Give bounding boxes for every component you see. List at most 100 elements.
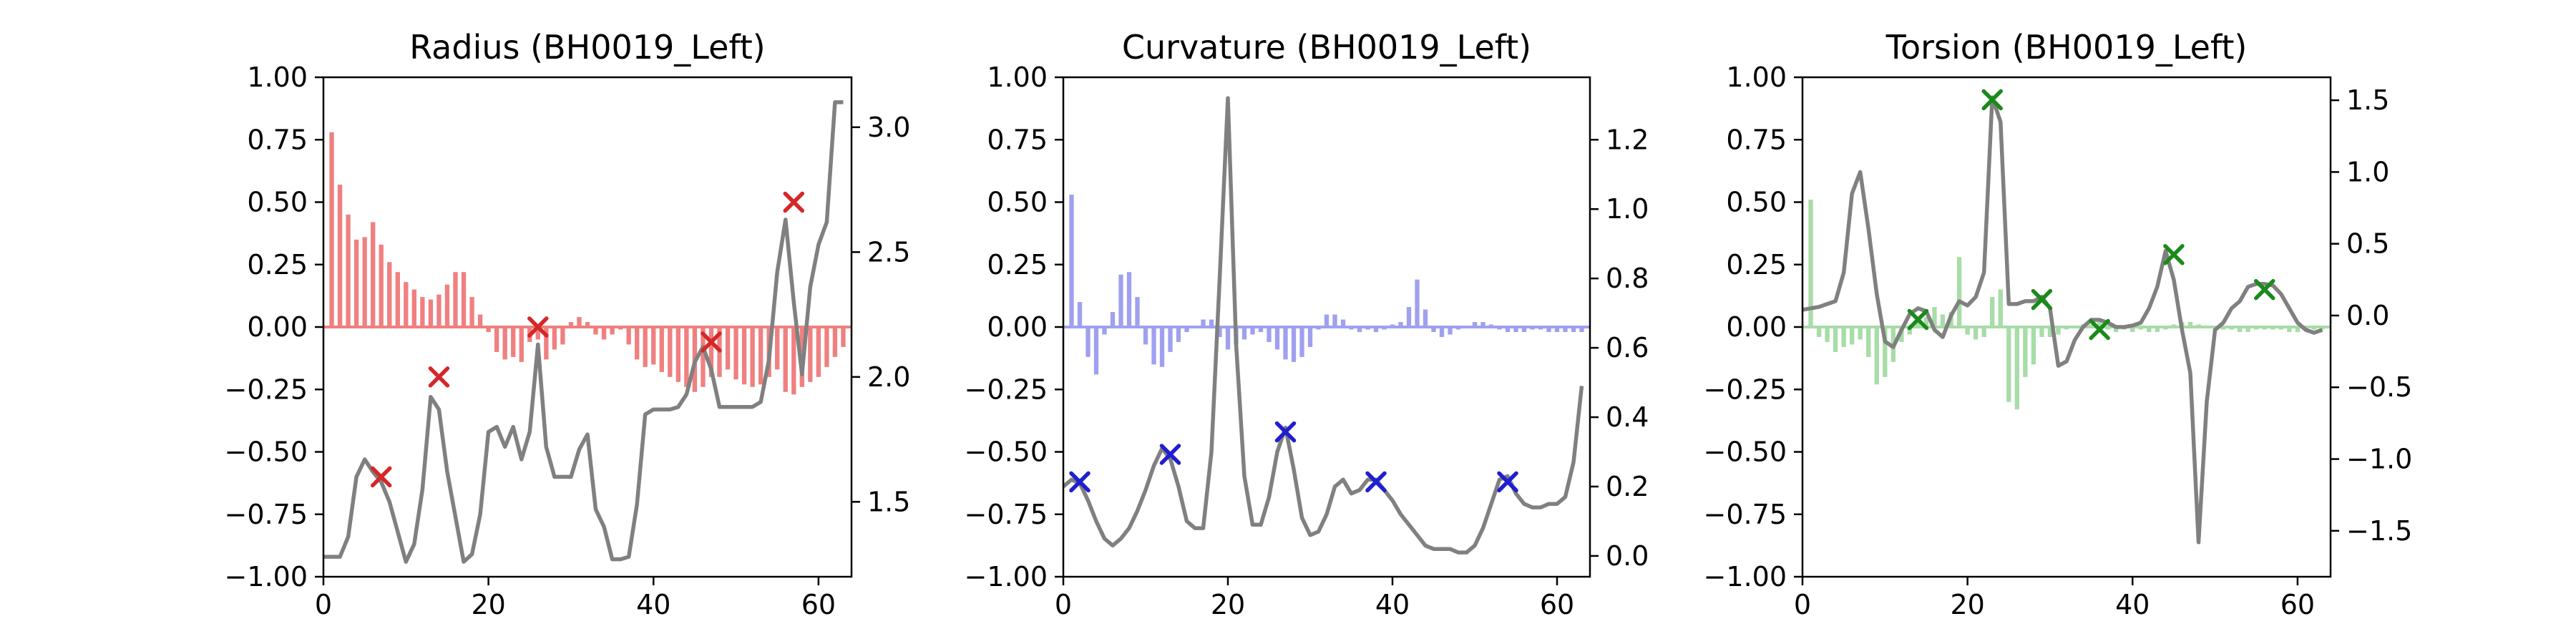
torsion-x-tick-label: 60: [2280, 589, 2315, 620]
curvature-bar: [1398, 322, 1403, 327]
curvature-bar: [1480, 322, 1485, 327]
torsion-bar: [1850, 327, 1855, 345]
radius-bar: [544, 327, 549, 360]
torsion-bar: [2237, 327, 2243, 332]
curvature-bar: [1332, 314, 1337, 327]
curvature-bar: [1324, 314, 1330, 327]
torsion-y2-tick-label: −0.5: [2346, 371, 2412, 403]
curvature-y-tick-label: 1.00: [987, 62, 1048, 93]
radius-bar: [626, 327, 631, 345]
radius-bar: [775, 327, 780, 370]
torsion-bar: [1833, 327, 1838, 352]
curvature-bar: [1241, 327, 1247, 340]
torsion-y-tick-label: 0.75: [1726, 124, 1787, 155]
radius-bar: [469, 297, 474, 327]
torsion-bar: [1825, 327, 1830, 342]
radius-x-tick-label: 40: [636, 589, 670, 620]
radius-y-tick-label: −0.25: [225, 374, 308, 405]
radius-bar: [461, 272, 467, 327]
torsion-marker: [2031, 288, 2053, 311]
curvature-bar: [1118, 274, 1123, 327]
torsion-marker: [2163, 244, 2185, 265]
radius-bar: [486, 327, 491, 332]
radius-bar: [395, 272, 400, 327]
curvature-bar: [1521, 327, 1527, 332]
torsion-y-tick-label: −1.00: [1704, 561, 1787, 592]
torsion-y-tick-label: 0.25: [1726, 249, 1787, 280]
radius-marker-stroke: [527, 316, 549, 338]
curvature-title: Curvature (BH0019_Left): [1122, 28, 1531, 67]
radius-bar: [733, 327, 738, 380]
radius-bar: [841, 327, 846, 347]
curvature-y2-tick-label: 0.2: [1606, 471, 1649, 502]
radius-y2-tick-label: 3.0: [867, 112, 910, 143]
torsion-y-tick-label: −0.75: [1704, 499, 1787, 530]
curvature-bar: [1093, 327, 1099, 375]
curvature-bar: [1579, 327, 1584, 332]
curvature-y-tick-label: −0.50: [965, 436, 1048, 468]
radius-bar: [535, 327, 540, 340]
torsion-bar: [1923, 317, 1929, 327]
curvature-bar: [1151, 327, 1156, 365]
radius-y2-tick-label: 2.0: [867, 361, 910, 393]
radius-bar: [593, 327, 598, 335]
curvature-bar: [1423, 309, 1428, 327]
curvature-bar: [1069, 195, 1074, 327]
torsion-marker-stroke: [2031, 288, 2053, 311]
radius-y-tick-label: 0.50: [247, 187, 308, 218]
torsion-x-tick-label: 20: [1950, 589, 1984, 620]
radius-bar: [708, 327, 714, 377]
curvature-x-tick-label: 40: [1375, 589, 1410, 620]
radius-x-tick-label: 60: [801, 589, 836, 620]
curvature-bar: [1184, 327, 1189, 332]
torsion-bar: [2245, 327, 2250, 332]
curvature-y-tick-label: −0.25: [965, 374, 1048, 405]
torsion-bar: [1883, 327, 1888, 377]
curvature-y-tick-label: 0.00: [987, 311, 1048, 343]
torsion-title: Torsion (BH0019_Left): [1885, 28, 2248, 67]
torsion-bar: [2023, 327, 2028, 377]
curvature-marker-stroke: [1274, 421, 1297, 443]
radius-bar: [346, 214, 351, 327]
radius-y-tick-label: 1.00: [247, 62, 308, 93]
curvature-bar: [1357, 327, 1362, 332]
radius-bar: [635, 327, 640, 360]
radius-bar: [668, 327, 673, 377]
curvature-bar: [1291, 327, 1297, 362]
torsion-marker-stroke: [1907, 308, 1929, 331]
torsion-y-tick-label: 0.50: [1726, 187, 1787, 218]
radius-y-tick-label: 0.00: [247, 311, 308, 343]
radius-marker: [701, 331, 722, 353]
radius-bar: [428, 299, 434, 327]
curvature-bar: [1126, 272, 1132, 327]
torsion-y2-tick-label: 1.0: [2346, 156, 2389, 187]
curvature-y2-tick-label: 0.8: [1606, 263, 1649, 294]
torsion-y-tick-label: −0.50: [1704, 436, 1787, 468]
radius-marker: [527, 316, 549, 338]
torsion-bar: [2056, 327, 2061, 335]
radius-marker: [783, 191, 805, 213]
radius-bar: [362, 237, 367, 327]
radius-bar: [337, 185, 343, 327]
torsion-marker: [2089, 318, 2110, 341]
torsion-marker-stroke: [2089, 318, 2110, 341]
torsion-marker: [2254, 278, 2275, 301]
radius-bar: [552, 327, 557, 350]
radius-bar: [791, 327, 796, 395]
curvature-x-tick-label: 20: [1211, 589, 1245, 620]
curvature-bar: [1217, 327, 1222, 337]
curvature-marker: [1069, 471, 1091, 493]
radius-bar: [519, 327, 524, 362]
radius-bar: [651, 327, 656, 365]
torsion-marker-stroke: [2163, 244, 2185, 265]
curvature-bar: [1448, 327, 1453, 335]
curvature-bar: [1209, 319, 1214, 327]
torsion-y2-tick-label: 0.0: [2346, 300, 2389, 331]
radius-bar: [353, 239, 359, 327]
curvature-y-tick-label: 0.25: [987, 249, 1048, 280]
radius-marker-stroke: [783, 191, 805, 213]
torsion-bar: [2287, 327, 2292, 332]
radius-line: [323, 100, 844, 564]
torsion-x-tick-label: 0: [1794, 589, 1811, 620]
